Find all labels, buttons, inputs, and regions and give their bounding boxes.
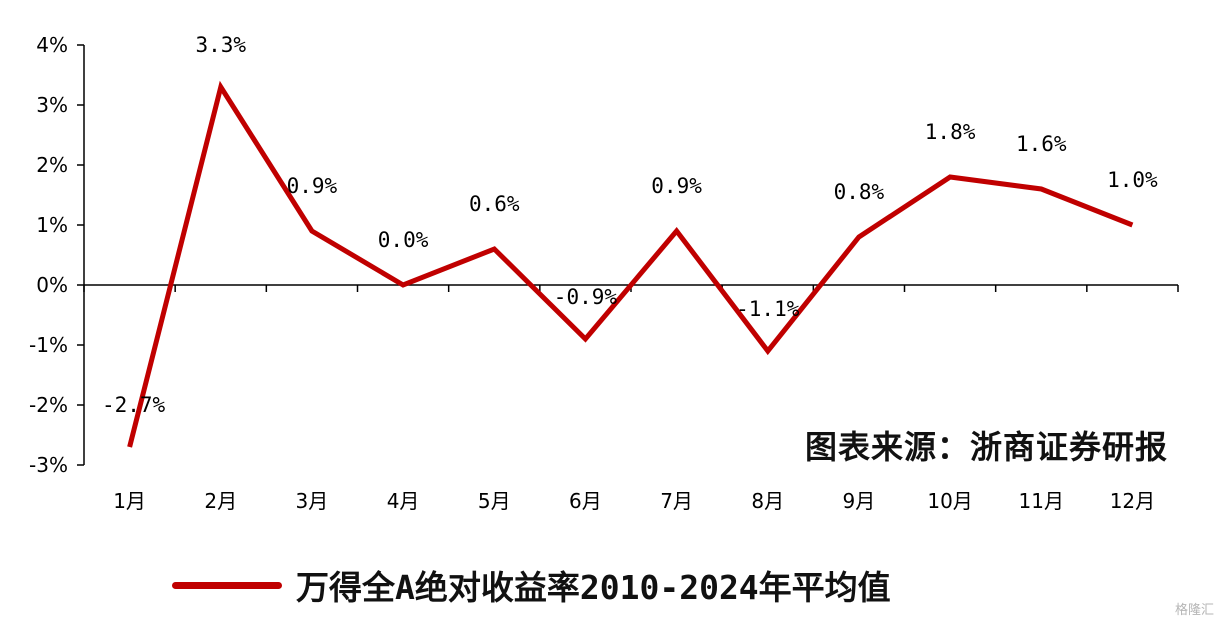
data-label: 0.8%	[834, 180, 885, 204]
y-tick-label: 0%	[36, 273, 68, 297]
y-tick-label: 1%	[36, 213, 68, 237]
y-tick-label: 4%	[36, 33, 68, 57]
series-line	[127, 80, 1134, 448]
data-label: -2.7%	[102, 393, 166, 417]
series-group	[127, 80, 1134, 448]
x-tick-label: 5月	[478, 489, 511, 513]
line-chart: -3% -2% -1% 0% 1% 2% 3% 4% 1月 2月 3月 4月 5月 6月 7月 8月 9月 10…	[29, 33, 1179, 513]
x-axis-ticks: 1月 2月 3月 4月 5月 6月 7月 8月 9月 10月 11月 12月	[83, 285, 1179, 513]
chart-axes	[83, 45, 1178, 465]
data-label: 3.3%	[195, 33, 246, 57]
data-label: 1.6%	[1016, 132, 1067, 156]
data-label: -0.9%	[554, 285, 618, 309]
y-tick-label: -3%	[29, 453, 68, 477]
legend-swatch	[172, 581, 282, 589]
data-label: -1.1%	[736, 297, 800, 321]
y-tick-label: 3%	[36, 93, 68, 117]
x-tick-label: 7月	[660, 489, 693, 513]
y-tick-label: -1%	[29, 333, 68, 357]
watermark-text: 格隆汇	[1174, 603, 1214, 618]
y-tick-label: 2%	[36, 153, 68, 177]
x-tick-label: 6月	[569, 489, 602, 513]
y-axis-ticks: -3% -2% -1% 0% 1% 2% 3% 4%	[29, 33, 84, 477]
chart-legend: 万得全A绝对收益率2010-2024年平均值	[172, 560, 891, 610]
data-label: 0.9%	[651, 174, 702, 198]
chart-source-note: 图表来源：浙商证券研报	[804, 428, 1168, 466]
x-tick-label: 8月	[751, 489, 784, 513]
x-tick-label: 12月	[1110, 489, 1155, 513]
x-tick-label: 3月	[296, 489, 329, 513]
data-label: 0.6%	[469, 192, 520, 216]
data-label: 1.8%	[925, 120, 976, 144]
x-tick-label: 2月	[204, 489, 237, 513]
data-label: 1.0%	[1107, 168, 1158, 192]
legend-label: 万得全A绝对收益率2010-2024年平均值	[296, 568, 891, 607]
y-tick-label: -2%	[29, 393, 68, 417]
x-tick-label: 11月	[1019, 489, 1064, 513]
data-labels-group: -2.7% 3.3% 0.9% 0.0% 0.6% -0.9% 0.9% -1.1% 0.8% 1…	[102, 33, 1158, 417]
x-tick-label: 1月	[113, 489, 146, 513]
x-tick-label: 10月	[927, 489, 972, 513]
x-tick-label: 9月	[843, 489, 876, 513]
data-label: 0.0%	[378, 228, 429, 252]
x-tick-label: 4月	[387, 489, 420, 513]
data-label: 0.9%	[287, 174, 338, 198]
